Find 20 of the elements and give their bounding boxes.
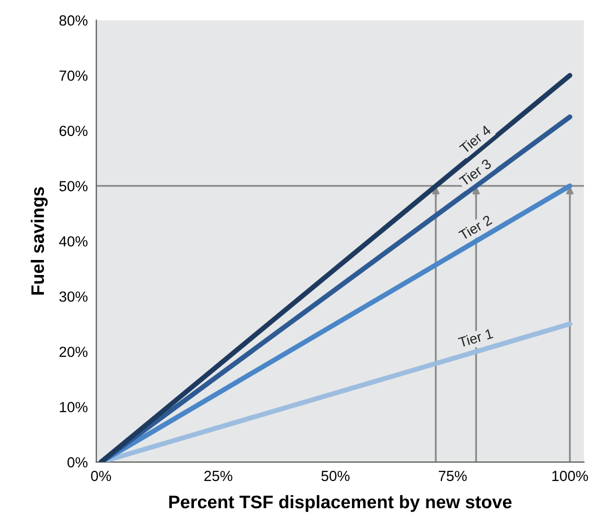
x-tick-label: 0%	[91, 470, 112, 482]
y-tick-label: 20%	[60, 346, 88, 358]
y-tick-label: 0%	[67, 457, 88, 468]
x-tick-label: 50%	[321, 470, 350, 482]
x-tick-label: 100%	[552, 470, 588, 482]
y-tick-label: 50%	[59, 181, 88, 192]
y-tick-label: 70%	[60, 70, 88, 81]
y-axis-title: Fuel savings	[30, 187, 48, 295]
y-tick-label: 30%	[59, 291, 88, 302]
y-tick-label: 60%	[60, 126, 88, 136]
y-tick-label: 80%	[59, 15, 88, 26]
y-tick-label: 10%	[60, 402, 88, 412]
x-tick-label: 75%	[438, 470, 467, 482]
x-tick-label: 25%	[204, 470, 232, 482]
text: Tier 1	[458, 328, 494, 348]
y-tick-label: 40%	[59, 236, 88, 247]
x-axis-title: Percent TSF displacement by new stove	[169, 495, 512, 512]
text: Tier 4	[458, 124, 492, 154]
text: Tier 3	[458, 158, 492, 187]
text: Tier 2	[458, 214, 492, 241]
